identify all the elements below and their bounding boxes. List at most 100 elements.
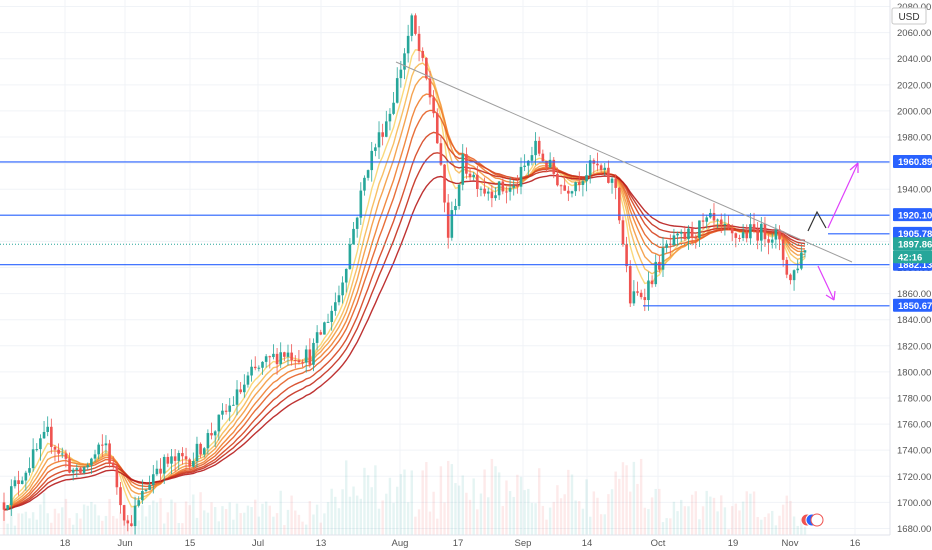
candle-body xyxy=(421,50,425,58)
candle-body xyxy=(57,449,60,454)
candle-body xyxy=(541,153,545,161)
candle-body xyxy=(384,121,388,137)
price-tick-label: 1820.00 xyxy=(897,341,931,352)
candle-body xyxy=(505,191,508,193)
candle-body xyxy=(151,474,155,485)
volume-bar xyxy=(297,514,301,535)
volume-bar xyxy=(283,525,286,535)
candle-body xyxy=(774,229,778,240)
bullish-arrow[interactable] xyxy=(827,162,859,229)
candle-body xyxy=(31,449,35,469)
volume-bar xyxy=(723,507,727,535)
candle-body xyxy=(483,188,486,194)
level-price-tag-label: 1920.10 xyxy=(898,210,932,221)
volume-bar xyxy=(39,504,42,535)
price-tick-label: 1800.00 xyxy=(897,367,931,378)
volume-bar xyxy=(629,491,632,535)
candle-body xyxy=(82,467,86,473)
volume-bar xyxy=(213,507,217,535)
volume-bar xyxy=(399,474,403,535)
horizontal-levels[interactable] xyxy=(0,161,890,307)
candle-body xyxy=(570,191,574,194)
volume-bar xyxy=(752,491,756,535)
candle-body xyxy=(64,453,68,459)
volume-bar xyxy=(625,465,628,535)
candle-body xyxy=(326,321,330,323)
candle-body xyxy=(741,232,745,238)
volume-bar xyxy=(774,525,778,535)
volume-bar xyxy=(326,502,330,535)
level-price-tag xyxy=(893,226,932,240)
candle-body xyxy=(454,206,457,211)
volume-bar xyxy=(800,518,803,535)
volume-bar xyxy=(603,514,606,535)
candle-body xyxy=(286,352,290,357)
candle-body xyxy=(425,57,428,79)
volume-bar xyxy=(417,509,421,535)
candle-body xyxy=(20,480,24,485)
volume-bar xyxy=(632,461,636,535)
candle-body xyxy=(701,220,705,222)
candle-body xyxy=(130,523,133,527)
candle-body xyxy=(683,232,687,240)
volume-bar xyxy=(308,501,312,535)
candle-body xyxy=(457,184,461,207)
candle-body xyxy=(264,356,268,362)
candle-body xyxy=(122,505,126,521)
candle-body xyxy=(668,243,672,245)
time-axis[interactable]: 18 Jun 15 Jul 13 Aug 17 Sep 14 Oct 19 Nov 16 xyxy=(0,534,932,550)
candle-body xyxy=(690,228,694,238)
volume-bar xyxy=(148,505,151,535)
trendline-descending[interactable] xyxy=(395,61,853,263)
volume-bar xyxy=(730,506,734,535)
price-tick-label: 1980.00 xyxy=(897,133,931,144)
candle-body xyxy=(250,366,253,376)
volume-bar xyxy=(2,510,6,535)
volume-bar xyxy=(104,515,108,535)
volume-bar xyxy=(261,503,264,535)
candle-body xyxy=(206,433,210,449)
volume-bar xyxy=(203,510,206,535)
candle-body xyxy=(202,448,206,455)
level-price-tag-label: 1850.67 xyxy=(898,301,932,312)
volume-bar xyxy=(588,516,592,535)
volume-bar xyxy=(264,501,268,535)
candle-body xyxy=(628,266,632,304)
bearish-arrow[interactable] xyxy=(817,265,835,301)
price-axis[interactable]: 1680.00 1700.00 1720.00 1740.00 1760.00 1780.… xyxy=(889,0,932,550)
volume-bar xyxy=(294,510,297,535)
volume-bar xyxy=(79,518,82,535)
volume-bar xyxy=(221,506,224,535)
candle-body xyxy=(86,465,90,468)
candle-body xyxy=(363,177,366,191)
candle-body xyxy=(636,291,639,293)
volume-bar xyxy=(585,479,588,535)
volume-bar xyxy=(177,522,180,535)
volume-bar xyxy=(490,458,494,535)
candle-body xyxy=(6,505,9,510)
volume-bar xyxy=(472,478,475,535)
events-icon[interactable] xyxy=(800,513,824,527)
volume-bar xyxy=(497,472,501,535)
volume-bar xyxy=(457,485,461,535)
volume-bar xyxy=(366,475,370,535)
drawings[interactable] xyxy=(395,61,859,301)
volume-bar xyxy=(385,493,388,535)
volume-bar xyxy=(163,523,166,535)
volume-bar xyxy=(712,497,716,535)
volume-bar xyxy=(694,491,697,535)
candle-body xyxy=(246,375,250,385)
volume-bar xyxy=(741,501,745,535)
volume-bar xyxy=(228,502,231,535)
candle-body xyxy=(719,219,723,225)
volume-bar xyxy=(257,516,261,535)
time-tick-label: 16 xyxy=(850,538,861,549)
candle-body xyxy=(50,426,53,447)
candle-body xyxy=(39,438,42,450)
candle-body xyxy=(46,426,49,432)
candle-body xyxy=(665,243,668,248)
currency-badge[interactable] xyxy=(891,7,927,25)
projection-path[interactable] xyxy=(807,210,827,232)
volume-bar xyxy=(701,506,705,535)
